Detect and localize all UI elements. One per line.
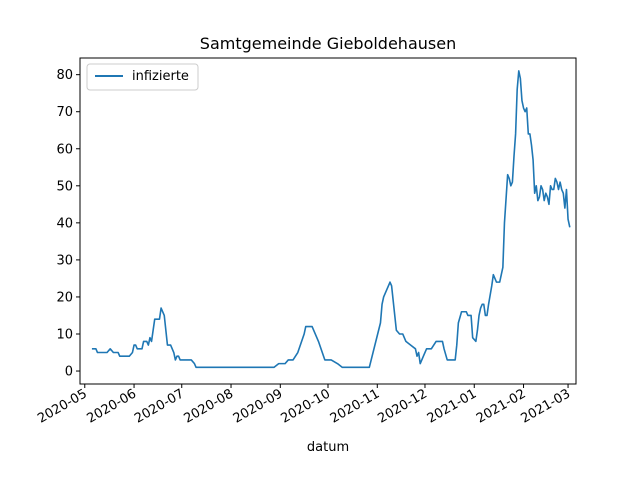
legend-box bbox=[86, 63, 199, 91]
y-tick-label: 20 bbox=[56, 290, 73, 305]
x-axis-label: datum bbox=[307, 440, 349, 455]
series-layer bbox=[91, 70, 571, 369]
legend: infizierte bbox=[86, 63, 199, 91]
y-tick-label: 60 bbox=[56, 142, 73, 157]
chart-title: Samtgemeinde Gieboldehausen bbox=[200, 34, 456, 53]
legend-entry-label: infizierte bbox=[132, 69, 189, 84]
y-tick-label: 40 bbox=[56, 216, 73, 231]
y-tick-label: 70 bbox=[56, 105, 73, 120]
y-tick-label: 50 bbox=[56, 179, 73, 194]
y-tick-label: 80 bbox=[56, 68, 73, 83]
plot-frame bbox=[79, 57, 577, 385]
y-tick-label: 30 bbox=[56, 253, 73, 268]
y-tick-label: 0 bbox=[65, 365, 73, 380]
series-line-infizierte bbox=[91, 70, 571, 369]
y-tick-label: 10 bbox=[56, 327, 73, 342]
